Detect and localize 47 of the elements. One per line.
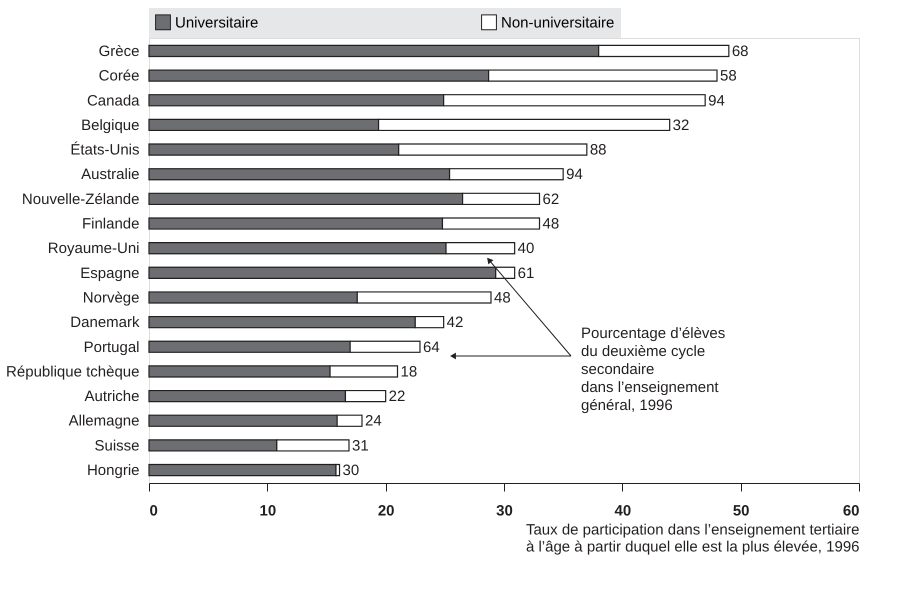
y-tick-label: Hongrie (86, 462, 140, 480)
annotation: 94 (708, 92, 725, 110)
y-tick-label: Allemagne (68, 412, 140, 430)
y-tick-label: Belgique (81, 116, 140, 134)
annotation: 32 (672, 116, 690, 134)
y-tick-label: Australie (81, 166, 140, 184)
y-tick-label: Corée (98, 68, 140, 85)
y-tick-label: Canada (86, 92, 140, 110)
legend-label: Non-universitaire (501, 14, 614, 32)
x-tick-label: 50 (732, 502, 750, 520)
x-tick-label: 0 (150, 502, 158, 520)
x-tick-label: 60 (842, 502, 860, 520)
annotation: 58 (720, 68, 737, 85)
x-tick-label: 40 (614, 502, 632, 520)
annotation: 30 (342, 462, 360, 480)
annotation: 94 (566, 166, 583, 184)
legend-label: Universitaire (175, 14, 258, 32)
annotation: 31 (352, 437, 369, 454)
annotation: 61 (518, 264, 534, 282)
y-tick-label: Danemark (70, 314, 140, 332)
y-tick-label: Espagne (80, 264, 140, 282)
x-axis-title: Taux de participation dans l’enseignement tertiaire à l’âge à partir duquel elle est la plus élevée, 1996 (526, 522, 860, 556)
annotation: 22 (388, 388, 406, 406)
y-tick-label: Portugal (84, 338, 140, 356)
x-tick-label: 30 (496, 502, 513, 520)
y-tick-label: Suisse (94, 437, 140, 454)
y-tick-label: République tchèque (6, 363, 140, 380)
annotation: Pourcentage d’élèves du deuxième cycle secondaire dans l’enseignement général, 1996 (581, 325, 726, 414)
annotation: 48 (494, 289, 511, 306)
annotation: 68 (732, 42, 749, 60)
x-tick-label: 10 (259, 502, 276, 520)
y-tick-label: Royaume-Uni (48, 240, 140, 258)
y-tick-label: Norvège (82, 289, 140, 306)
annotation: 40 (518, 240, 534, 258)
y-tick-label: Autriche (84, 388, 140, 406)
annotation: 24 (365, 412, 382, 430)
annotation: 88 (590, 142, 607, 159)
annotation: 64 (422, 338, 440, 356)
x-tick-label: 20 (378, 502, 395, 520)
y-tick-label: Nouvelle-Zélande (22, 190, 140, 208)
annotation: 42 (446, 314, 464, 332)
y-tick-label: Grèce (98, 42, 140, 60)
annotation: 18 (400, 363, 418, 380)
y-tick-label: États-Unis (70, 140, 140, 159)
y-tick-label: Finlande (82, 216, 140, 233)
annotation: 48 (542, 216, 560, 233)
annotation: 62 (542, 190, 560, 208)
